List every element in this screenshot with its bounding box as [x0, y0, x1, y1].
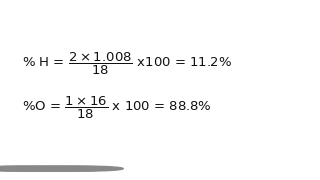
Circle shape [46, 166, 123, 171]
Circle shape [3, 166, 80, 171]
Circle shape [0, 166, 66, 171]
Circle shape [18, 166, 94, 171]
Text: %O = $\dfrac{1\times16}{18}$ x 100 = 88.8%: %O = $\dfrac{1\times16}{18}$ x 100 = 88.… [22, 95, 212, 121]
Circle shape [0, 166, 51, 171]
Text: % H = $\dfrac{2\times1.008}{18}$ x100 = 11.2%: % H = $\dfrac{2\times1.008}{18}$ x100 = … [22, 51, 232, 77]
Circle shape [32, 166, 109, 171]
